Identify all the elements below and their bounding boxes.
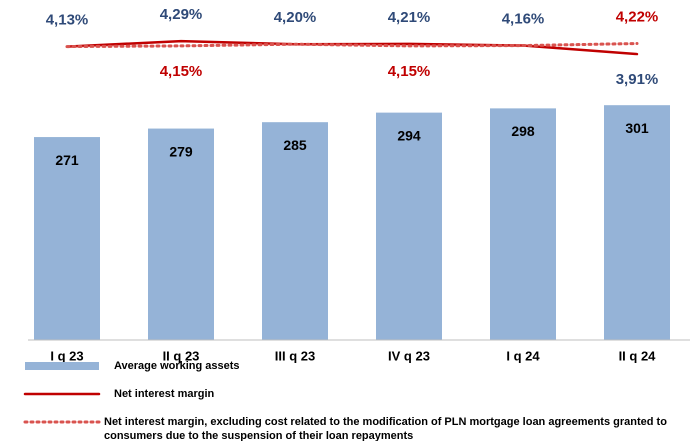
bar-label: 294 [397, 127, 421, 143]
bar-label: 298 [511, 123, 535, 139]
bar [604, 105, 670, 340]
data-label: 4,21% [388, 9, 431, 26]
data-label: 4,16% [502, 11, 545, 28]
x-tick-label: IV q 23 [388, 348, 430, 363]
data-label: 4,20% [274, 9, 317, 26]
line [65, 42, 639, 49]
data-label: 4,15% [160, 63, 203, 80]
bar [262, 122, 328, 340]
bar [490, 108, 556, 340]
line [65, 39, 639, 56]
data-label: 4,13% [46, 12, 89, 29]
x-tick-label: III q 23 [275, 348, 315, 363]
bar [376, 112, 442, 340]
data-label: 3,91% [616, 71, 659, 88]
legend-swatch [25, 362, 99, 370]
legend-label: Net interest margin [114, 388, 215, 400]
x-tick-label: I q 23 [50, 348, 83, 363]
legend-label: Net interest margin, excluding cost rela… [104, 416, 667, 441]
data-label: 4,29% [160, 6, 203, 23]
bar [148, 128, 214, 340]
x-tick-label: II q 23 [163, 348, 200, 363]
x-tick-label: I q 24 [506, 348, 540, 363]
data-label: 4,22% [616, 8, 659, 25]
bar-label: 279 [169, 143, 193, 159]
x-tick-label: II q 24 [619, 348, 657, 363]
bar-label: 271 [55, 152, 79, 168]
bar-label: 301 [625, 120, 649, 136]
bar [34, 137, 100, 340]
legend-label: Average working assets [114, 360, 240, 372]
data-label: 4,15% [388, 63, 431, 80]
bar-label: 285 [283, 137, 307, 153]
